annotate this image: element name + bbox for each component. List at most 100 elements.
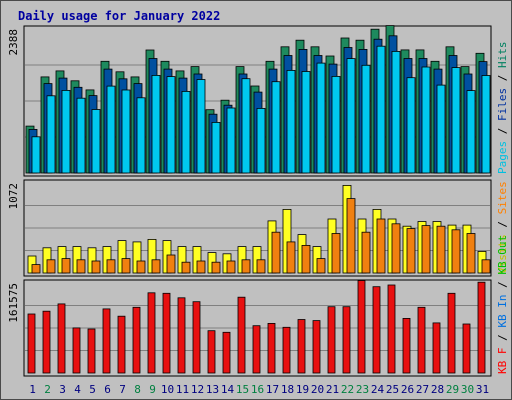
bar-sites-day-23 [361, 231, 371, 274]
bar-pages-day-15 [241, 78, 251, 174]
bar-kb-f-day-12 [192, 301, 201, 374]
x-tick-label-day-18: 18 [281, 383, 294, 396]
bar-pages-day-19 [301, 71, 311, 174]
x-tick-label-day-14: 14 [221, 383, 235, 396]
x-tick-label-day-19: 19 [296, 383, 309, 396]
panel-middle: 1072 Visits / Sites [7, 179, 509, 277]
y-max-label-bottom: 161575 [7, 283, 20, 323]
x-tick-label-day-24: 24 [371, 383, 385, 396]
bar-sites-day-2 [46, 259, 56, 274]
x-tick-label-day-16: 16 [251, 383, 264, 396]
bar-pages-day-31 [481, 75, 491, 174]
bar-kb-f-day-3 [57, 303, 66, 374]
bar-kb-f-day-4 [72, 327, 81, 374]
x-tick-label-day-13: 13 [206, 383, 219, 396]
bar-sites-day-14 [226, 260, 236, 274]
bar-sites-day-16 [256, 259, 266, 274]
bar-kb-f-day-26 [402, 317, 411, 374]
bar-sites-day-22 [346, 198, 356, 274]
panel-bottom: 161575 KB F / KB In / KB Out [7, 235, 509, 377]
bar-kb-f-day-28 [432, 322, 441, 374]
x-tick-label-day-23: 23 [356, 383, 369, 396]
bar-sites-day-1 [31, 264, 41, 274]
bar-pages-day-25 [391, 51, 401, 174]
bar-sites-day-21 [331, 233, 341, 274]
bar-sites-day-4 [76, 259, 86, 274]
bar-pages-day-24 [376, 45, 386, 174]
bar-sites-day-31 [481, 259, 491, 274]
x-tick-label-day-31: 31 [476, 383, 489, 396]
bar-kb-f-day-23 [357, 280, 366, 374]
bar-kb-f-day-6 [102, 308, 111, 374]
bar-pages-day-28 [436, 84, 446, 174]
x-tick-label-day-5: 5 [89, 383, 96, 396]
legend-item: / [496, 121, 509, 141]
legend-item: / [496, 214, 509, 234]
bar-kb-f-day-27 [417, 306, 426, 374]
x-tick-label-day-12: 12 [191, 383, 204, 396]
bar-sites-day-18 [286, 241, 296, 274]
bar-sites-day-24 [376, 218, 386, 274]
bar-kb-f-day-1 [27, 313, 36, 374]
legend-item: KB In [496, 295, 509, 328]
bar-pages-day-10 [166, 76, 176, 174]
bar-sites-day-26 [406, 228, 416, 274]
bar-sites-day-7 [121, 258, 131, 274]
bar-pages-day-4 [76, 97, 86, 174]
bar-sites-day-15 [241, 259, 251, 274]
bar-pages-day-12 [196, 79, 206, 174]
bar-sites-day-25 [391, 223, 401, 274]
x-tick-label-day-8: 8 [134, 383, 141, 396]
bar-pages-day-6 [106, 85, 116, 174]
x-tick-label-day-6: 6 [104, 383, 111, 396]
bar-pages-day-14 [226, 107, 236, 174]
x-tick-label-day-21: 21 [326, 383, 339, 396]
x-tick-label-day-10: 10 [161, 383, 174, 396]
x-tick-label-day-1: 1 [29, 383, 36, 396]
bar-sites-day-12 [196, 260, 206, 274]
bar-pages-day-11 [181, 91, 191, 174]
bar-sites-day-28 [436, 225, 446, 274]
bar-pages-day-20 [316, 62, 326, 174]
legend-item: KB Out [496, 235, 509, 275]
bar-sites-day-17 [271, 231, 281, 274]
bar-pages-day-16 [256, 108, 266, 174]
bar-pages-day-13 [211, 122, 221, 174]
bar-kb-f-day-9 [147, 292, 156, 374]
x-tick-label-day-27: 27 [416, 383, 429, 396]
bar-kb-f-day-17 [267, 322, 276, 374]
bar-pages-day-22 [346, 58, 356, 174]
bar-sites-day-10 [166, 254, 176, 274]
x-tick-label-day-4: 4 [74, 383, 81, 396]
bar-pages-day-26 [406, 77, 416, 174]
bar-sites-day-6 [106, 259, 116, 274]
bar-kb-f-day-31 [477, 281, 486, 374]
bar-kb-f-day-11 [177, 297, 186, 374]
bar-kb-f-day-22 [342, 306, 351, 374]
bar-pages-day-9 [151, 75, 161, 174]
bar-kb-f-day-25 [387, 284, 396, 374]
bar-sites-day-8 [136, 260, 146, 274]
y-max-label-middle: 1072 [7, 183, 20, 210]
bar-pages-day-30 [466, 90, 476, 174]
bar-pages-day-29 [451, 67, 461, 174]
bar-sites-day-20 [316, 258, 326, 274]
bar-kb-f-day-13 [207, 330, 216, 374]
bar-kb-f-day-15 [237, 296, 246, 374]
chart-title: Daily usage for January 2022 [18, 9, 220, 23]
legend-item: / [496, 275, 509, 295]
legend-middle: Visits / Sites [496, 181, 509, 274]
legend-item: Pages [496, 141, 509, 174]
legend-item: KB F [496, 348, 509, 375]
legend-bottom: KB F / KB In / KB Out [496, 235, 509, 374]
legend-item: Visits [496, 234, 509, 274]
bar-sites-day-11 [181, 261, 191, 274]
x-tick-label-day-28: 28 [431, 383, 444, 396]
legend-item: Sites [496, 181, 509, 214]
bar-kb-f-day-18 [282, 326, 291, 374]
x-tick-label-day-20: 20 [311, 383, 324, 396]
bar-pages-day-2 [46, 95, 56, 174]
x-tick-label-day-2: 2 [44, 383, 51, 396]
legend-item: Files [496, 88, 509, 121]
